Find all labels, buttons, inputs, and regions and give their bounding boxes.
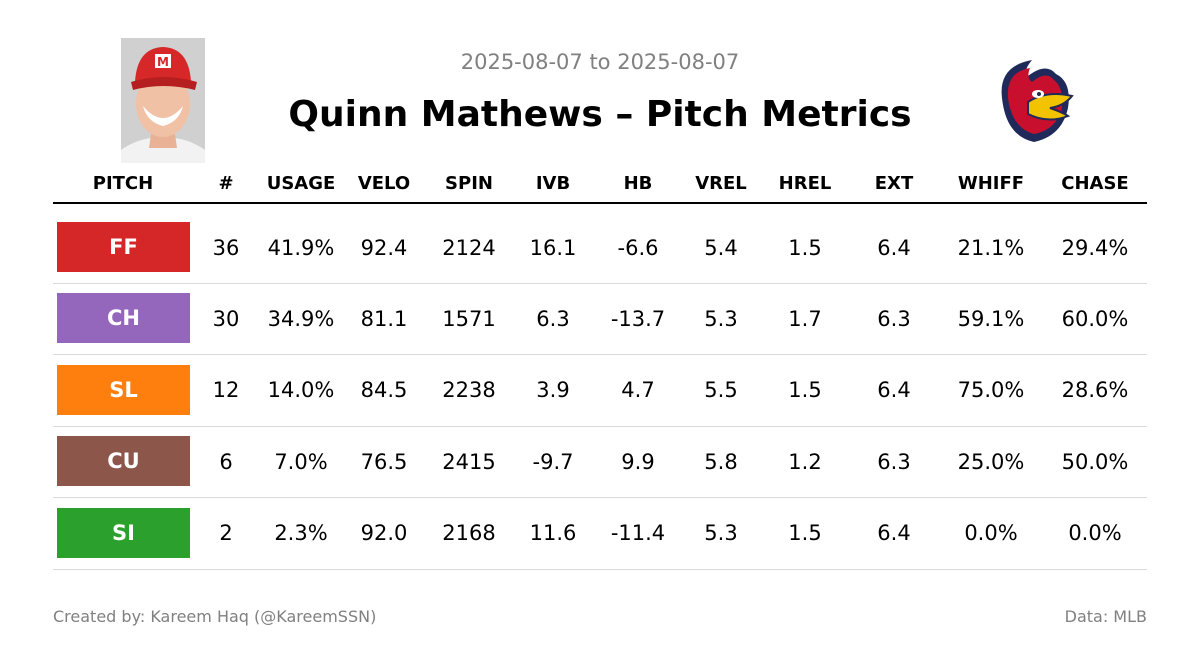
cell-chase: 60.0% xyxy=(1061,306,1129,331)
column-header-usage: USAGE xyxy=(266,172,336,194)
column-header-ext: EXT xyxy=(874,172,914,194)
cell-whiff: 21.1% xyxy=(957,235,1025,260)
cell-chase: 28.6% xyxy=(1061,378,1129,403)
cell-ivb: 11.6 xyxy=(529,521,577,546)
cell-vrel: 5.3 xyxy=(704,521,738,546)
svg-text:M: M xyxy=(157,55,169,69)
table-row: SL 12 14.0% 84.5 2238 3.9 4.7 5.5 1.5 6.4 75.0% 28.… xyxy=(53,355,1147,427)
cell-count: 6 xyxy=(219,449,233,474)
column-header-ivb: IVB xyxy=(535,172,571,194)
table-row: CH 30 34.9% 81.1 1571 6.3 -13.7 5.3 1.7 6.3 59.1% 6… xyxy=(53,283,1147,356)
column-header-velo: VELO xyxy=(357,172,411,194)
table-row: SI 2 2.3% 92.0 2168 11.6 -11.4 5.3 1.5 6.4 0.0% 0.0… xyxy=(53,498,1147,570)
column-header-hrel: HREL xyxy=(778,172,832,194)
cell-chase: 29.4% xyxy=(1061,235,1129,260)
cell-vrel: 5.8 xyxy=(704,449,738,474)
page-title: Quinn Mathews – Pitch Metrics xyxy=(288,94,912,135)
cell-velo: 84.5 xyxy=(360,378,408,403)
cell-ext: 6.4 xyxy=(877,235,911,260)
table-header: PITCH # USAGE VELO SPIN IVB HB VREL HREL EXT WHIFF… xyxy=(53,170,1147,204)
cell-count: 30 xyxy=(212,306,240,331)
cell-usage: 34.9% xyxy=(267,306,335,331)
cell-velo: 76.5 xyxy=(360,449,408,474)
cell-whiff: 59.1% xyxy=(957,306,1025,331)
cell-ivb: 6.3 xyxy=(536,306,570,331)
data-source-text: Data: MLB xyxy=(1064,607,1147,626)
cell-vrel: 5.4 xyxy=(704,235,738,260)
cardinal-logo-icon xyxy=(992,58,1076,144)
column-header-pitch: PITCH xyxy=(92,172,154,194)
column-header-whiff: WHIFF xyxy=(957,172,1025,194)
cell-hb: -6.6 xyxy=(617,235,659,260)
cell-spin: 1571 xyxy=(442,306,496,331)
cell-spin: 2124 xyxy=(442,235,496,260)
cell-ext: 6.4 xyxy=(877,378,911,403)
cell-hrel: 1.2 xyxy=(788,449,822,474)
credit-text: Created by: Kareem Haq (@KareemSSN) xyxy=(53,607,377,626)
pitch-type-badge: CH xyxy=(57,293,190,344)
player-headshot-icon: M xyxy=(121,38,205,163)
cell-vrel: 5.3 xyxy=(704,306,738,331)
table-row: CU 6 7.0% 76.5 2415 -9.7 9.9 5.8 1.2 6.3 25.0% 50.0… xyxy=(53,426,1147,499)
column-header-hb: HB xyxy=(623,172,653,194)
cell-ivb: 3.9 xyxy=(536,378,570,403)
cell-whiff: 0.0% xyxy=(964,521,1018,546)
column-header-count: # xyxy=(218,172,234,194)
cell-chase: 0.0% xyxy=(1068,521,1122,546)
cell-velo: 92.0 xyxy=(360,521,408,546)
pitch-type-badge: FF xyxy=(57,222,190,272)
cell-ext: 6.4 xyxy=(877,521,911,546)
cell-ivb: -9.7 xyxy=(532,449,574,474)
cell-spin: 2415 xyxy=(442,449,496,474)
cell-velo: 92.4 xyxy=(360,235,408,260)
cell-hb: -11.4 xyxy=(610,521,666,546)
cell-whiff: 75.0% xyxy=(957,378,1025,403)
column-header-chase: CHASE xyxy=(1061,172,1129,194)
cell-velo: 81.1 xyxy=(360,306,408,331)
cell-usage: 7.0% xyxy=(274,449,328,474)
cell-usage: 14.0% xyxy=(267,378,335,403)
cell-usage: 41.9% xyxy=(267,235,335,260)
cell-chase: 50.0% xyxy=(1061,449,1129,474)
cell-ivb: 16.1 xyxy=(529,235,577,260)
cell-hrel: 1.5 xyxy=(788,521,822,546)
cell-hb: 9.9 xyxy=(621,449,655,474)
cell-hb: 4.7 xyxy=(621,378,655,403)
pitch-type-badge: SL xyxy=(57,364,190,415)
cell-hrel: 1.5 xyxy=(788,235,822,260)
cell-count: 12 xyxy=(212,378,240,403)
cell-count: 36 xyxy=(212,235,240,260)
cell-ext: 6.3 xyxy=(877,306,911,331)
cell-hb: -13.7 xyxy=(610,306,666,331)
cell-vrel: 5.5 xyxy=(704,378,738,403)
cell-count: 2 xyxy=(219,521,233,546)
column-header-spin: SPIN xyxy=(445,172,493,194)
pitch-type-badge: SI xyxy=(57,507,190,558)
cell-spin: 2168 xyxy=(442,521,496,546)
cell-whiff: 25.0% xyxy=(957,449,1025,474)
pitch-type-badge: CU xyxy=(57,436,190,487)
table-row: FF 36 41.9% 92.4 2124 16.1 -6.6 5.4 1.5 6.4 21.1% 2… xyxy=(53,212,1147,284)
cell-hrel: 1.7 xyxy=(788,306,822,331)
column-header-vrel: VREL xyxy=(695,172,747,194)
cell-hrel: 1.5 xyxy=(788,378,822,403)
date-range: 2025-08-07 to 2025-08-07 xyxy=(460,50,740,74)
cell-usage: 2.3% xyxy=(274,521,328,546)
cell-spin: 2238 xyxy=(442,378,496,403)
cell-ext: 6.3 xyxy=(877,449,911,474)
